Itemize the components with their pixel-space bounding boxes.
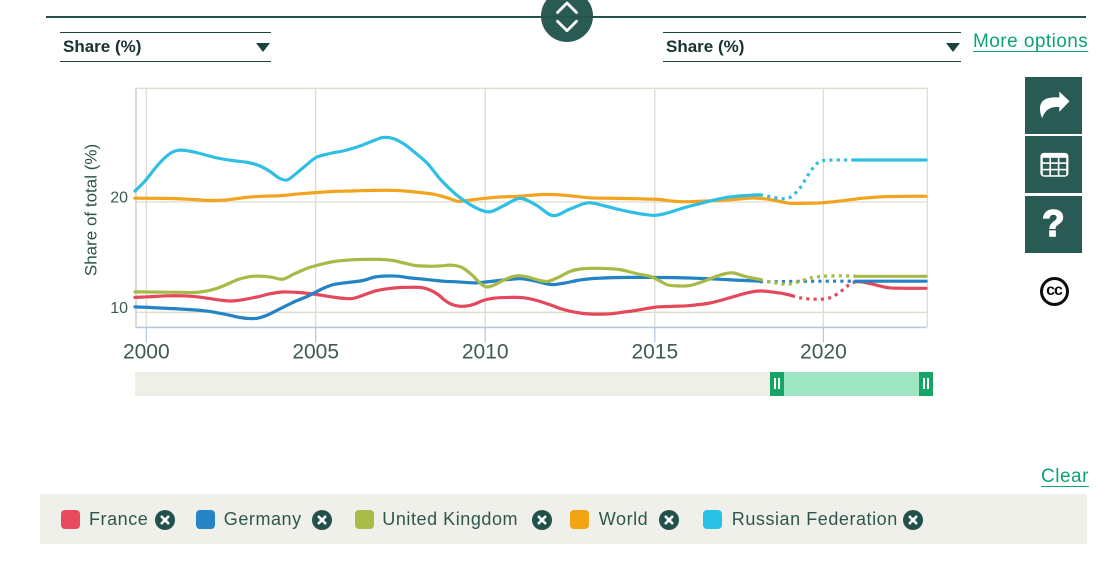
svg-text:2000: 2000 (123, 341, 170, 364)
svg-text:2010: 2010 (462, 341, 509, 364)
svg-text:2015: 2015 (631, 341, 678, 364)
svg-text:2020: 2020 (800, 341, 847, 364)
svg-text:20: 20 (110, 190, 128, 207)
svg-text:Share of total (%): Share of total (%) (82, 144, 101, 276)
svg-text:10: 10 (110, 300, 128, 317)
svg-text:2005: 2005 (292, 341, 339, 364)
